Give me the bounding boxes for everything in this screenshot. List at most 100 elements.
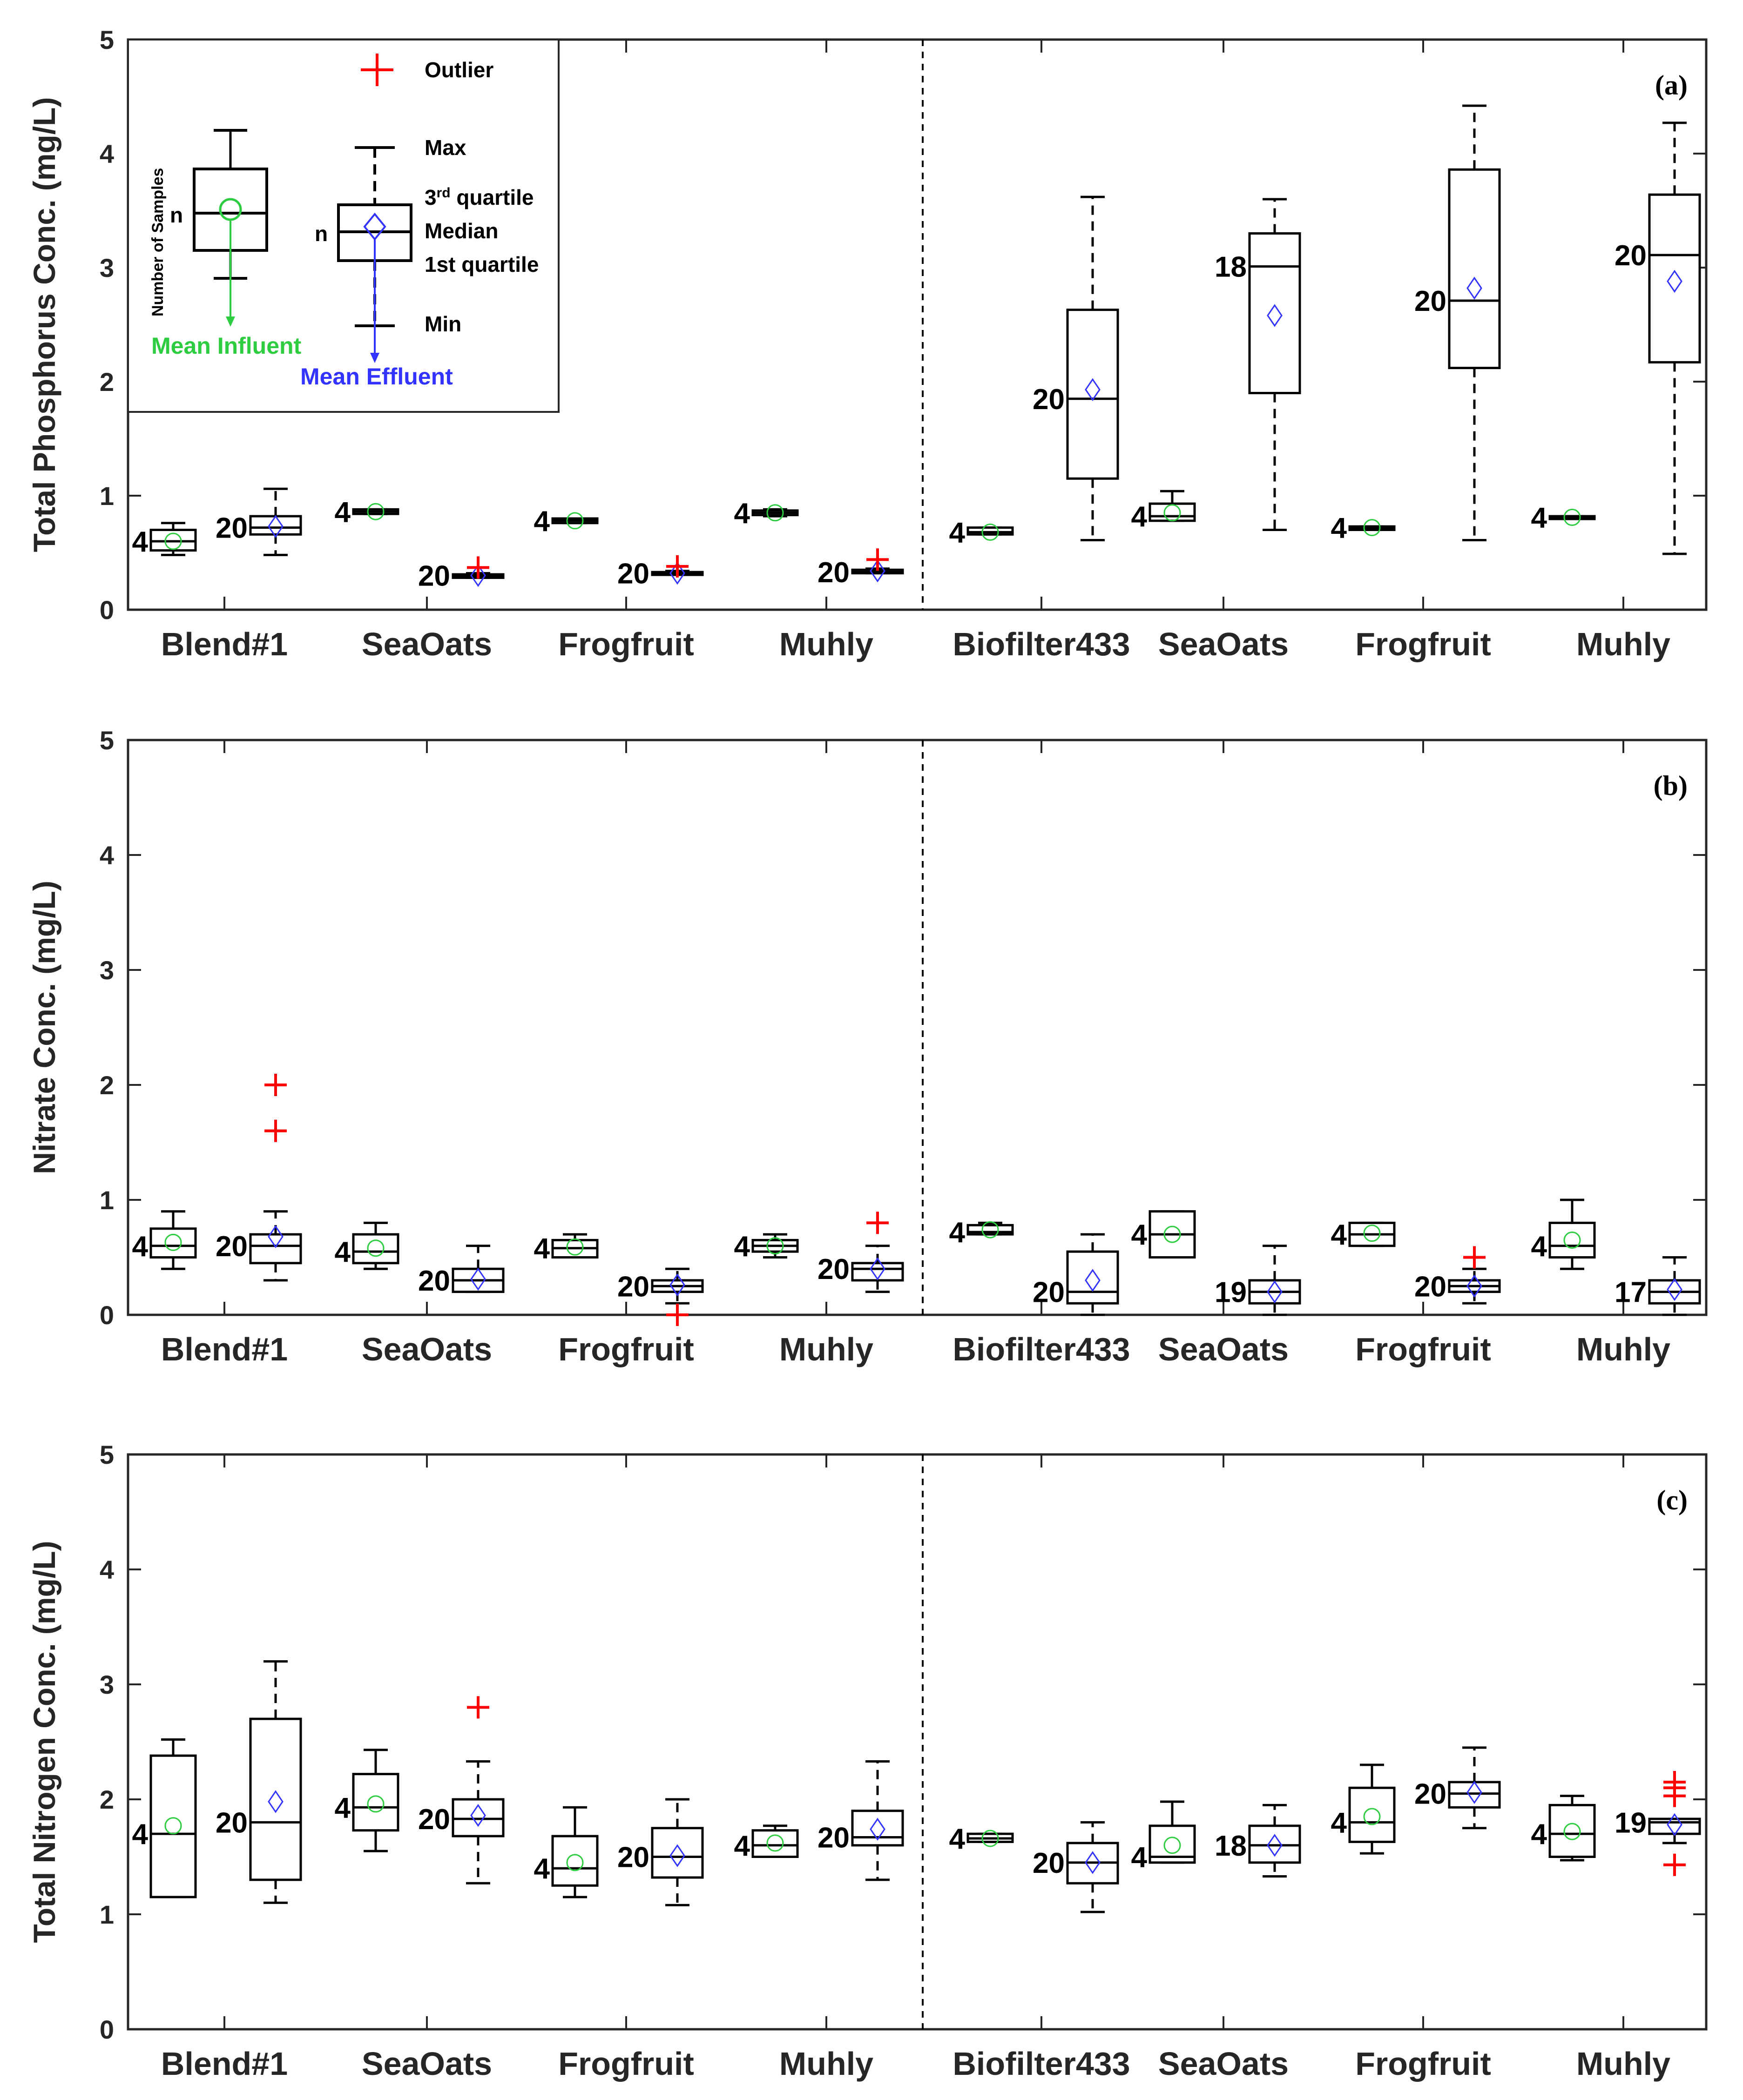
x-category-label: Muhly <box>1576 2046 1670 2082</box>
effluent-box-0: 20 <box>216 1074 302 1282</box>
influent-box-4: 4 <box>949 1823 1014 1855</box>
outlier-marker <box>866 1212 889 1234</box>
iqr-box <box>851 1262 904 1282</box>
outlier-marker <box>264 1074 287 1096</box>
effluent-box-5: 19 <box>1215 1245 1301 1316</box>
iqr-box <box>1448 168 1501 370</box>
effluent-box-4: 20 <box>1033 195 1119 542</box>
sample-count-label: 4 <box>132 1818 149 1851</box>
outlier-marker <box>666 1304 689 1326</box>
mean-effluent-marker <box>1085 1851 1101 1874</box>
mean-influent-marker <box>1563 1231 1581 1249</box>
effluent-box-7: 17 <box>1615 1256 1701 1316</box>
y-tick-label: 5 <box>100 726 114 755</box>
effluent-box-2: 20 <box>617 1798 704 1906</box>
mean-influent-marker <box>981 1830 999 1847</box>
panel-tag: (c) <box>1656 1485 1688 1515</box>
iqr-box <box>551 1835 599 1887</box>
influent-box-3: 4 <box>734 498 799 530</box>
sample-count-label: 20 <box>617 1271 649 1303</box>
y-tick-label: 3 <box>100 253 114 283</box>
x-category-label: Frogfruit <box>558 626 694 662</box>
sample-count-label: 20 <box>1615 240 1647 272</box>
iqr-box <box>249 515 302 536</box>
outlier-marker <box>467 1696 489 1719</box>
effluent-box-0: 20 <box>216 1660 302 1904</box>
effluent-box-6: 20 <box>1414 1746 1501 1830</box>
sample-count-label: 20 <box>418 1804 450 1836</box>
sample-count-label: 20 <box>216 1807 248 1839</box>
y-tick-label: 4 <box>100 841 114 870</box>
sample-count-label: 20 <box>617 558 649 590</box>
sample-count-label: 4 <box>1331 1807 1347 1839</box>
legend-n-influent: n <box>170 203 183 227</box>
sample-count-label: 4 <box>534 1853 550 1885</box>
influent-box-7: 4 <box>1531 1795 1596 1862</box>
mean-effluent-marker <box>1085 1269 1101 1292</box>
iqr-box <box>651 1827 704 1879</box>
x-category-label: SeaOats <box>1158 1331 1289 1367</box>
mean-effluent-marker <box>669 561 685 585</box>
y-tick-label: 3 <box>100 1670 114 1699</box>
influent-box-6: 4 <box>1331 1219 1396 1251</box>
mean-influent-marker <box>164 1817 182 1835</box>
legend-min-label: Min <box>425 312 461 336</box>
mean-influent-marker <box>367 1795 385 1813</box>
y-tick-label: 2 <box>100 1785 114 1814</box>
x-category-label: Muhly <box>779 2046 873 2082</box>
sample-count-label: 4 <box>335 1236 351 1268</box>
mean-effluent-marker <box>1466 1274 1482 1298</box>
sample-count-label: 20 <box>1033 1847 1065 1879</box>
influent-box-7: 4 <box>1531 1198 1596 1270</box>
mean-effluent-marker <box>268 1790 284 1813</box>
mean-influent-marker <box>367 503 385 520</box>
y-axis-label: Total Nitrogen Conc. (mg/L) <box>27 1541 61 1943</box>
mean-influent-marker <box>566 1238 584 1256</box>
influent-box-4: 4 <box>949 517 1014 549</box>
mean-influent-marker <box>566 1854 584 1871</box>
sample-count-label: 4 <box>534 505 550 538</box>
sample-count-label: 4 <box>734 498 750 530</box>
x-category-label: Frogfruit <box>1355 626 1491 662</box>
x-category-label: Blend#1 <box>161 626 288 662</box>
sample-count-label: 19 <box>1615 1807 1647 1839</box>
y-tick-label: 5 <box>100 1440 114 1469</box>
panel-c-total-nitrogen: 0 1 2 3 4 5 Blend#1 SeaOats Frogfruit Muhly Biofil… <box>27 1440 1708 2082</box>
mean-influent-marker <box>1363 519 1381 537</box>
mean-influent-marker <box>1163 1225 1181 1243</box>
outlier-marker <box>1663 1770 1686 1793</box>
sample-count-label: 4 <box>1131 1842 1148 1874</box>
iqr-box <box>249 1233 302 1265</box>
effluent-box-5: 18 <box>1215 1804 1301 1878</box>
sample-count-label: 20 <box>1033 384 1065 416</box>
sample-count-label: 4 <box>1131 1219 1148 1251</box>
mean-influent-marker <box>1163 504 1181 522</box>
sample-count-label: 20 <box>1414 1778 1446 1811</box>
iqr-box <box>352 1773 399 1832</box>
influent-box-6: 4 <box>1331 1763 1396 1855</box>
panel-tag: (a) <box>1655 70 1688 101</box>
influent-box-7: 4 <box>1531 502 1596 534</box>
sample-count-label: 20 <box>1414 1271 1446 1303</box>
influent-box-5: 4 <box>1131 490 1196 533</box>
plot-frame <box>127 1453 1708 2031</box>
sample-count-label: 4 <box>949 517 966 549</box>
influent-box-4: 4 <box>949 1217 1014 1249</box>
sample-count-label: 4 <box>734 1830 750 1862</box>
sample-count-label: 4 <box>949 1823 966 1855</box>
legend-max-label: Max <box>425 135 466 160</box>
legend-frame <box>127 39 560 413</box>
mean-effluent-marker <box>1667 1278 1682 1301</box>
sample-count-label: 4 <box>132 1231 149 1263</box>
x-category-label: SeaOats <box>362 626 492 662</box>
legend-median-label: Median <box>425 219 498 243</box>
y-tick-label: 4 <box>100 1555 114 1584</box>
outlier-marker <box>1663 1853 1686 1876</box>
plot-frame <box>127 739 1708 1316</box>
iqr-box <box>1548 1804 1596 1858</box>
mean-effluent-marker <box>1466 276 1482 300</box>
mean-influent-marker <box>566 512 584 530</box>
sample-count-label: 4 <box>1531 1818 1547 1851</box>
effluent-box-4: 20 <box>1033 1233 1119 1316</box>
sample-count-label: 4 <box>534 1233 550 1265</box>
